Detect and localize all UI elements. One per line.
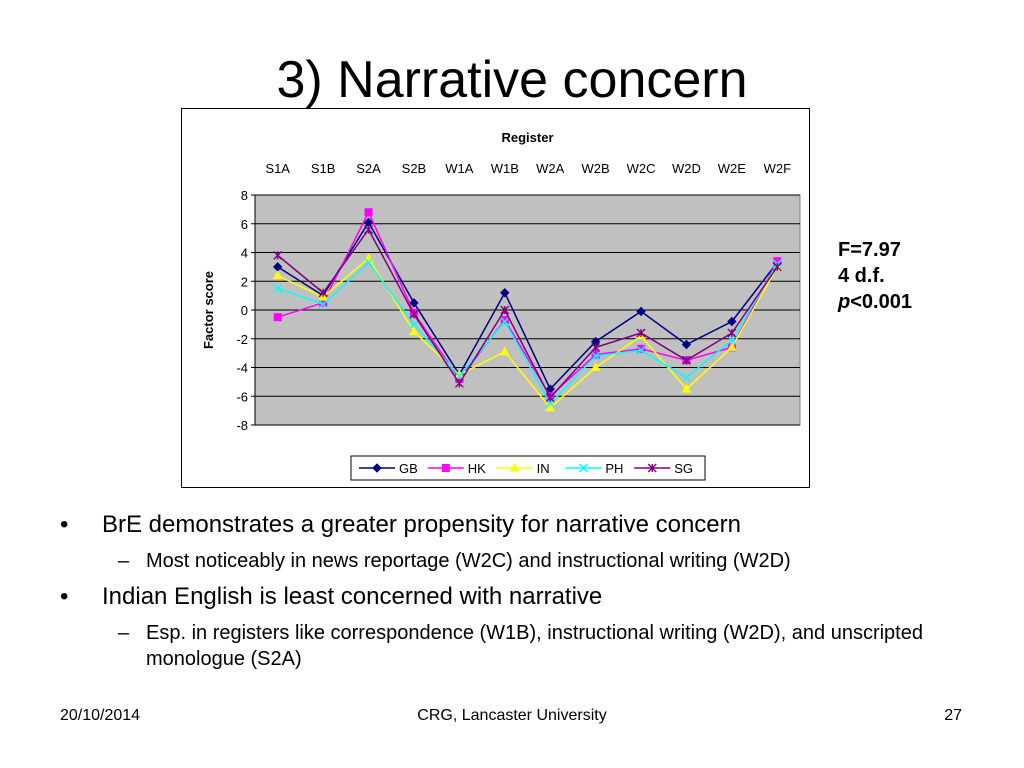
legend-label: PH — [605, 461, 623, 476]
series-sg — [273, 225, 782, 403]
data-point — [590, 362, 601, 371]
data-point — [636, 306, 646, 317]
data-point — [681, 373, 691, 383]
series-ph — [273, 258, 782, 408]
x-tick-label: W1A — [445, 161, 474, 176]
y-tick-label: 0 — [241, 303, 248, 318]
data-point — [772, 262, 782, 272]
bullet-1: BrE demonstrates a greater propensity fo… — [60, 510, 1000, 540]
data-point — [500, 316, 509, 325]
legend-label: HK — [468, 461, 486, 476]
data-point — [409, 298, 419, 308]
series-gb — [273, 217, 782, 394]
legend-label: IN — [537, 461, 550, 476]
x-tick-label: W2B — [582, 161, 610, 176]
data-point — [727, 342, 737, 351]
data-point — [273, 313, 282, 322]
f-statistic: F=7.97 — [838, 239, 901, 261]
series-line — [277, 257, 778, 409]
data-point — [409, 326, 419, 336]
y-tick-label: -2 — [236, 332, 248, 347]
footer-organisation: CRG, Lancaster University — [417, 707, 607, 724]
footer-page-number: 27 — [944, 707, 962, 724]
data-point — [637, 344, 646, 353]
chart-title: Register — [501, 130, 553, 145]
chart-frame: 8 6 4 2 0 -2 -4 -6 -8 Register S1A S1B S2A S2B W1A W1B W… — [181, 108, 810, 488]
x-tick-label: W2E — [718, 161, 747, 176]
degrees-of-freedom: 4 d.f. — [838, 265, 885, 287]
bullet-2-sub: Esp. in registers like correspondence (W… — [106, 620, 946, 672]
slide-title: 3) Narrative concern — [276, 51, 748, 109]
y-tick-label: 8 — [241, 188, 248, 203]
data-point — [273, 283, 283, 293]
y-tick-label: -6 — [236, 389, 248, 404]
data-point — [545, 402, 556, 412]
data-point — [409, 319, 419, 329]
x-tick-label: W1B — [491, 161, 519, 176]
data-point — [318, 288, 328, 298]
data-point — [591, 342, 601, 352]
data-point — [409, 309, 419, 319]
data-point — [499, 346, 510, 356]
data-point — [318, 299, 328, 309]
statistics-box: F=7.97 4 d.f. p<0.001 — [838, 237, 912, 315]
series-line — [277, 261, 778, 405]
data-point — [273, 250, 283, 260]
data-point — [545, 393, 555, 403]
y-tick-label: 4 — [241, 246, 248, 261]
x-tick-label: S1A — [265, 161, 290, 176]
x-tick-label: S2B — [402, 161, 427, 176]
data-point — [727, 316, 737, 327]
p-threshold: <0.001 — [850, 291, 912, 313]
series-line — [277, 220, 778, 391]
legend: GB HK IN PH SG — [350, 455, 706, 481]
data-point — [272, 270, 283, 279]
data-point — [500, 288, 510, 298]
y-tick-label: -8 — [236, 418, 248, 433]
data-point — [364, 208, 373, 217]
data-point — [578, 463, 588, 473]
y-tick-label: 6 — [241, 217, 248, 232]
data-point — [500, 305, 510, 315]
data-point — [363, 253, 374, 262]
data-point — [441, 464, 450, 472]
bullet-2: Indian English is least concerned with n… — [60, 582, 1000, 612]
data-point — [681, 355, 691, 365]
p-symbol: p — [838, 291, 851, 313]
legend-label: GB — [399, 461, 418, 476]
series-line — [277, 210, 778, 398]
data-point — [636, 328, 646, 338]
footer-date: 20/10/2014 — [60, 707, 141, 724]
bullet-list: BrE demonstrates a greater propensity fo… — [60, 510, 1000, 680]
x-tick-label: W2D — [672, 161, 701, 176]
data-point — [681, 384, 692, 393]
data-point — [500, 317, 510, 326]
x-tick-label: W2F — [764, 161, 792, 176]
data-point — [372, 463, 382, 473]
data-point — [647, 463, 657, 473]
series-line — [277, 228, 778, 399]
y-axis-label: Factor score — [201, 271, 216, 349]
data-point — [727, 328, 737, 338]
data-point — [364, 258, 374, 268]
x-tick-label: W2A — [536, 161, 565, 176]
data-point — [681, 339, 692, 350]
data-point — [364, 225, 374, 234]
x-tick-label: S1B — [311, 161, 336, 176]
data-point — [727, 335, 737, 345]
data-point — [454, 378, 464, 388]
data-point — [509, 462, 520, 472]
line-chart: 8 6 4 2 0 -2 -4 -6 -8 Register S1A S1B S2A S2B W1A W1B W… — [201, 130, 801, 481]
legend-label: SG — [674, 461, 693, 476]
y-tick-label: -4 — [236, 361, 248, 376]
bullet-1-sub: Most noticeably in news reportage (W2C) … — [106, 548, 946, 574]
data-point — [636, 345, 646, 355]
p-value: p<0.001 — [838, 289, 912, 315]
x-tick-label: W2C — [627, 161, 656, 176]
y-tick-label: 2 — [241, 274, 248, 289]
x-tick-label: S2A — [356, 161, 381, 176]
data-point — [591, 351, 601, 361]
